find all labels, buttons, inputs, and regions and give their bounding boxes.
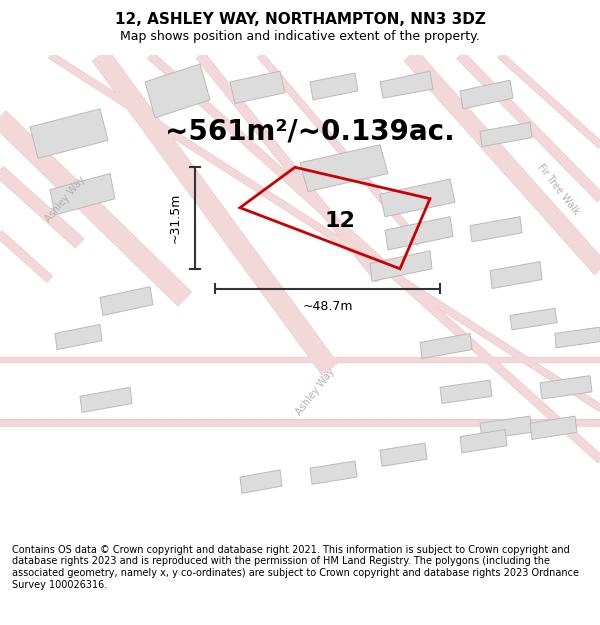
Polygon shape [540, 376, 592, 399]
Polygon shape [30, 109, 108, 158]
Text: Ashley Way: Ashley Way [294, 366, 336, 417]
Text: Fir Tree Walk: Fir Tree Walk [535, 162, 581, 217]
Polygon shape [370, 251, 432, 281]
Text: Contains OS data © Crown copyright and database right 2021. This information is : Contains OS data © Crown copyright and d… [12, 545, 579, 589]
Polygon shape [380, 71, 433, 98]
Polygon shape [470, 217, 522, 242]
Polygon shape [100, 287, 153, 316]
Polygon shape [310, 73, 358, 100]
Text: 12: 12 [325, 211, 355, 231]
Polygon shape [420, 333, 472, 359]
Polygon shape [380, 443, 427, 466]
Polygon shape [300, 145, 388, 191]
Polygon shape [310, 461, 357, 484]
Polygon shape [480, 122, 532, 147]
Polygon shape [460, 80, 513, 109]
Polygon shape [530, 416, 577, 439]
Polygon shape [510, 308, 557, 330]
Text: Map shows position and indicative extent of the property.: Map shows position and indicative extent… [120, 30, 480, 43]
Text: ~48.7m: ~48.7m [302, 300, 353, 313]
Polygon shape [460, 429, 507, 453]
Polygon shape [480, 416, 532, 439]
Polygon shape [80, 388, 132, 412]
Text: 12, ASHLEY WAY, NORTHAMPTON, NN3 3DZ: 12, ASHLEY WAY, NORTHAMPTON, NN3 3DZ [115, 12, 485, 27]
Polygon shape [555, 327, 600, 348]
Text: ~561m²/~0.139ac.: ~561m²/~0.139ac. [165, 118, 455, 146]
Polygon shape [50, 174, 115, 215]
Text: ~31.5m: ~31.5m [169, 193, 182, 243]
Polygon shape [240, 470, 282, 493]
Polygon shape [380, 179, 455, 217]
Polygon shape [385, 217, 453, 250]
Polygon shape [145, 64, 210, 118]
Text: Ashley Way: Ashley Way [43, 174, 87, 224]
Polygon shape [440, 380, 492, 404]
Polygon shape [230, 71, 285, 104]
Polygon shape [55, 324, 102, 349]
Polygon shape [490, 262, 542, 289]
